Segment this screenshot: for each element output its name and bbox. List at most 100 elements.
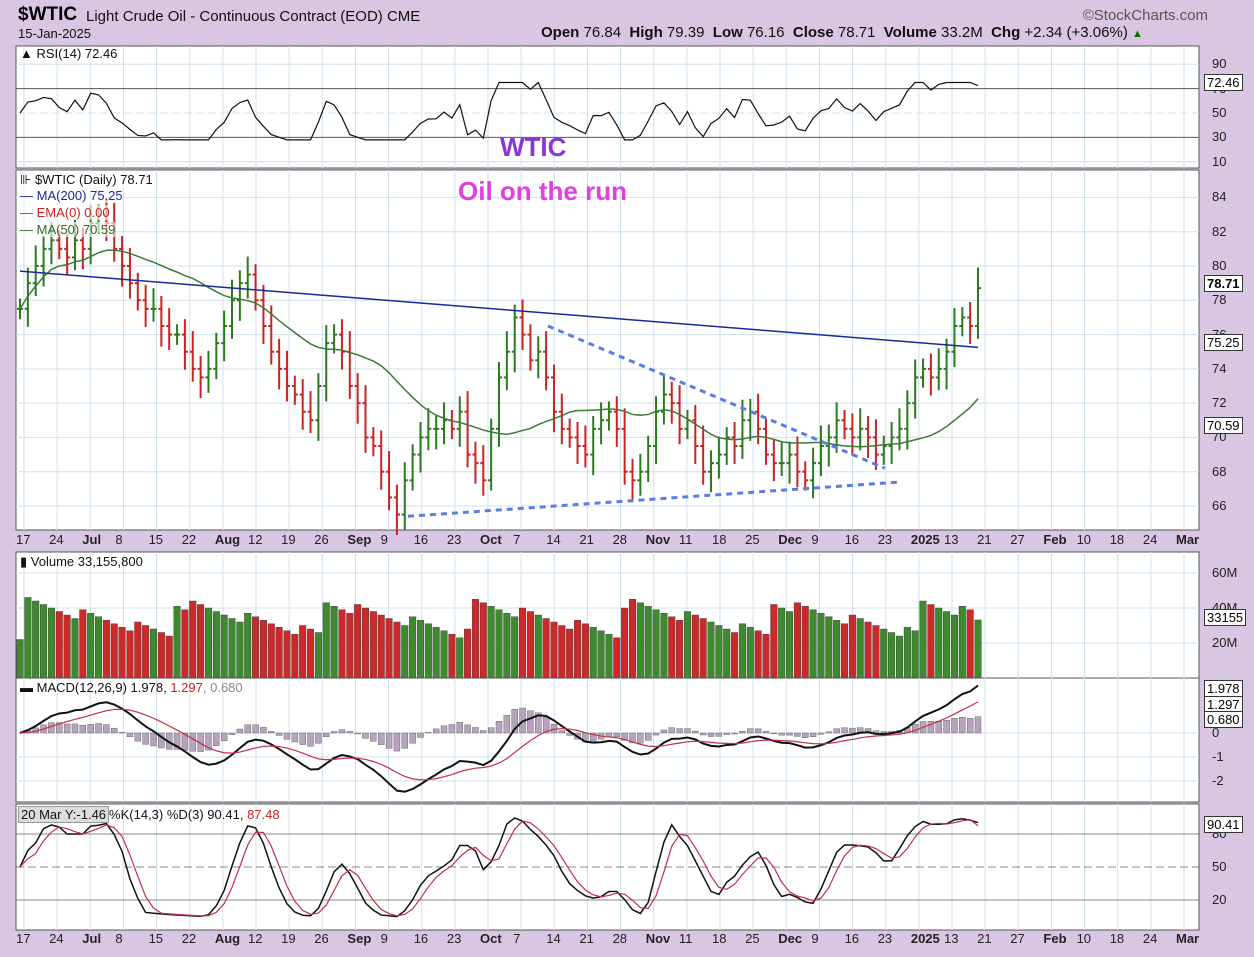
volume-bar (903, 627, 911, 679)
volume-bar (519, 607, 527, 679)
volume-bar (252, 616, 260, 679)
macd-histogram-bar (338, 729, 346, 734)
volume-bar (778, 607, 786, 679)
date-tick: 27 (1010, 931, 1025, 946)
volume-bar (79, 609, 87, 679)
volume-bar (24, 597, 32, 679)
price-tick: 78 (1212, 292, 1227, 308)
price-tick: 68 (1212, 463, 1227, 479)
volume-bar (47, 607, 55, 679)
volume-bar (118, 627, 126, 679)
macd-histogram-bar (613, 732, 620, 738)
price-last-box: 78.71 (1204, 275, 1243, 292)
volume-bar (856, 618, 864, 679)
macd-histogram-bar (943, 720, 950, 734)
macd-histogram-bar (118, 732, 126, 734)
macd-histogram-bar (692, 730, 699, 734)
volume-bar (369, 611, 377, 679)
resistance-trendline (547, 324, 886, 470)
date-tick: 8 (115, 532, 123, 547)
macd-histogram-bar (236, 728, 244, 734)
macd-histogram-bar (817, 732, 825, 735)
macd-histogram-bar (684, 728, 691, 734)
volume-bar (189, 600, 197, 679)
volume-bar (275, 627, 283, 679)
macd-histogram-bar (527, 710, 534, 734)
volume-bar (676, 620, 684, 679)
macd-histogram-bar (959, 716, 966, 734)
rsi-legend: ▲ RSI(14) 72.46 (20, 46, 118, 61)
volume-bar (974, 619, 982, 679)
volume-bar (479, 602, 487, 679)
volume-bar (668, 616, 676, 679)
macd-histogram-bar (378, 732, 385, 746)
price-tick: 80 (1212, 258, 1227, 273)
volume-bar (511, 616, 519, 679)
date-tick: 2025 (910, 931, 940, 946)
volume-bar (32, 600, 40, 679)
date-tick: 24 (49, 931, 64, 946)
date-tick: Mar (1176, 931, 1200, 946)
date-tick: 7 (513, 931, 521, 946)
ticker-symbol: $WTIC (18, 4, 78, 25)
volume-bar (707, 621, 715, 679)
date-tick: 14 (546, 532, 561, 547)
volume-bar (958, 606, 966, 679)
macd-histogram-bar (511, 709, 518, 734)
volume-bar (401, 625, 409, 679)
date-tick: 21 (579, 931, 594, 946)
date-tick: 12 (248, 532, 263, 547)
volume-bar (754, 630, 762, 679)
volume-bar (817, 613, 825, 679)
macd-histogram-bar (935, 720, 942, 734)
volume-bar (236, 621, 244, 679)
macd-histogram-bar (668, 727, 675, 734)
volume-bar (228, 618, 236, 679)
macd-histogram-bar (825, 731, 833, 734)
date-tick: 23 (877, 931, 893, 946)
volume-bar (409, 616, 417, 679)
macd-histogram-bar (126, 732, 134, 738)
macd-histogram-bar (880, 731, 887, 734)
volume-bar (919, 600, 927, 679)
legend-ema: — EMA(0) 0.00 (20, 205, 110, 220)
volume-bar (299, 625, 307, 679)
macd-signal-line (19, 701, 979, 781)
date-tick: Oct (480, 532, 502, 547)
macd-histogram-bar (291, 732, 299, 743)
stoch-legend: 20 Mar Y:-1.46 %K(14,3) %D(3) 90.41, 87.4… (18, 806, 280, 823)
volume-bar (691, 614, 699, 679)
volume-bar (393, 621, 401, 679)
macd-histogram-bar (707, 732, 715, 737)
date-tick: Dec (778, 931, 803, 946)
macd-histogram-bar (401, 732, 408, 749)
volume-bar (181, 609, 189, 679)
volume-bar (597, 630, 605, 679)
macd-histogram-bar (809, 732, 817, 737)
date-tick: 16 (844, 931, 860, 946)
volume-bar (338, 609, 346, 679)
macd-histogram-bar (142, 732, 149, 745)
date-tick: Aug (214, 931, 241, 946)
macd-histogram-bar (802, 732, 809, 738)
volume-bar (786, 611, 794, 679)
macd-histogram-bar (770, 732, 778, 734)
date-tick: 24 (1142, 931, 1158, 946)
date-tick: 15 (148, 532, 164, 547)
macd-histogram-bar (652, 732, 660, 736)
legend-ma200: — MA(200) 75.25 (20, 188, 123, 203)
macd-histogram-bar (723, 732, 730, 735)
macd-histogram-bar (456, 722, 463, 734)
date-tick: 18 (712, 532, 727, 547)
date-tick: 13 (944, 931, 959, 946)
rsi-tick: 10 (1212, 153, 1227, 169)
date-tick: 2025 (910, 532, 940, 547)
rsi-tick: 50 (1212, 105, 1227, 120)
volume-bar (464, 628, 472, 679)
volume-bar (220, 614, 228, 679)
date-tick: 23 (446, 532, 462, 547)
volume-bar (895, 635, 903, 679)
volume-bar (173, 606, 181, 679)
volume-tick: 20M (1212, 635, 1238, 650)
macd-signal-box: 1.297 (1204, 696, 1243, 713)
